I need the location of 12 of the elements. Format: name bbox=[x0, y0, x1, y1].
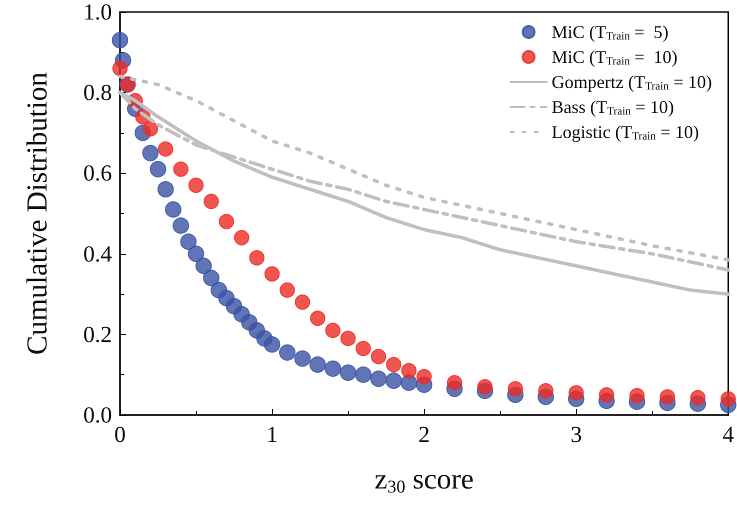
x-tick-label: 1 bbox=[266, 422, 278, 447]
y-tick-label: 0.0 bbox=[83, 402, 112, 428]
y-axis-title: Cumulative Distribution bbox=[22, 72, 54, 355]
y-tick-label: 1.0 bbox=[83, 0, 112, 24]
y-tick-label: 0.4 bbox=[83, 241, 112, 266]
y-tick-label: 0.8 bbox=[83, 80, 112, 106]
y-tick-label: 0.6 bbox=[83, 160, 112, 186]
x-tick-label: 4 bbox=[722, 422, 734, 447]
x-tick-label: 0 bbox=[114, 422, 126, 447]
x-tick-label: 3 bbox=[570, 422, 582, 447]
y-tick-label: 0.2 bbox=[83, 322, 112, 347]
x-tick-label: 2 bbox=[418, 422, 430, 447]
